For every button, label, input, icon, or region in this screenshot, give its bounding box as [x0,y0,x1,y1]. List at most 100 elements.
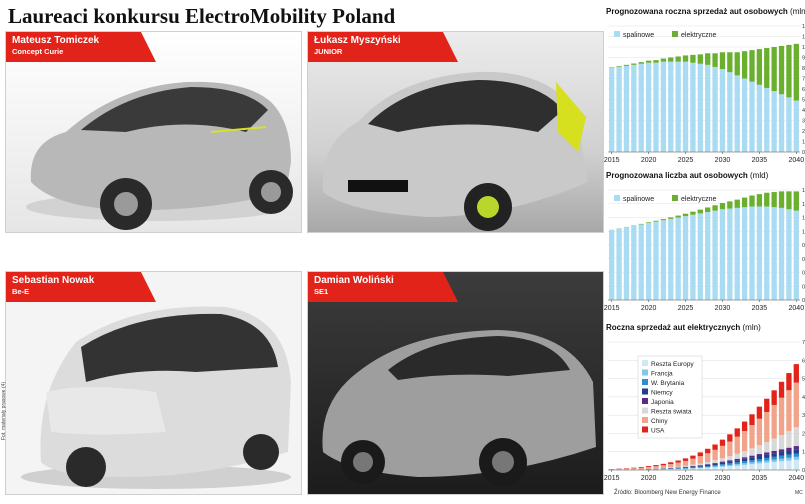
bar-segment [727,208,733,300]
bar-segment [623,468,630,470]
bar-segment [786,44,792,98]
bar-segment [786,191,792,210]
bar-segment [778,449,785,452]
bar-segment [660,463,667,466]
bar-segment [741,207,748,300]
bar-segment [690,466,696,468]
bar-segment [653,466,659,469]
bar-segment [682,213,689,217]
legend-label: W. Brytania [651,380,685,387]
bar-segment [668,469,674,470]
bar-segment [675,469,681,470]
y-tick-label: 110 [802,35,805,41]
bar-segment [675,460,681,463]
bar-segment [719,439,726,446]
bar-segment [645,60,652,63]
bar-segment [741,421,748,432]
bar-segment [705,212,711,300]
y-tick-label: 50 [802,377,805,383]
y-tick-label: 120 [802,24,805,30]
laureate-model: JUNIOR [314,47,343,56]
bar-segment [712,462,718,464]
bar-segment [793,382,799,428]
bar-segment [764,454,770,458]
bar-segment [682,467,689,468]
bar-segment [793,191,799,211]
x-tick-label: 2040 [789,157,805,164]
y-tick-label: 0,6 [802,257,805,263]
bar-segment [786,460,792,470]
bar-segment [712,449,718,461]
bar-segment [616,469,622,470]
bar-segment [778,207,785,300]
bar-segment [764,460,770,463]
bar-segment [764,87,770,152]
y-tick-label: 60 [802,87,805,93]
legend-swatch [614,195,620,201]
bar-segment [727,52,733,73]
bar-segment [749,460,755,463]
legend-label: Reszta Europy [651,361,694,368]
bar-segment [734,464,740,466]
bar-segment [631,467,637,469]
bar-segment [705,467,711,468]
bar-segment [786,390,792,432]
page-title: Laureaci konkursu ElectroMobility Poland [8,4,396,28]
bar-segment [749,50,755,82]
x-tick-label: 2040 [789,475,805,482]
laureate-name: Mateusz Tomiczek [12,35,100,46]
bar-segment [719,461,726,463]
car-illustration-se1 [308,272,603,494]
y-tick-label: 40 [802,395,805,401]
bar-segment [734,458,740,461]
bar-segment [793,446,799,450]
bar-segment [712,444,718,450]
bar-segment [771,91,777,152]
x-tick-label: 2020 [641,157,657,164]
legend-label: elektryczne [681,196,717,203]
bar-segment [756,84,763,152]
laureate-name: Damian Woliński [314,275,394,286]
x-tick-label: 2025 [678,305,694,312]
bar-segment [719,464,726,466]
bar-segment [653,220,659,222]
legend-label: spalinowe [623,196,654,203]
car-illustration-be-e [6,272,301,494]
bar-segment [764,462,770,470]
bar-segment [638,467,644,469]
legend-label: Francja [651,371,673,378]
bar-segment [771,456,777,460]
bar-segment [727,456,733,461]
bar-segment [705,464,711,465]
y-tick-label: 70 [802,340,805,346]
y-tick-label: 0 [802,150,805,156]
bar-segment [668,57,674,62]
laureate-model: SE1 [314,287,329,296]
bar-segment [705,453,711,463]
bar-segment [660,219,667,221]
bar-segment [778,191,785,208]
y-tick-label: 40 [802,108,805,114]
bar-segment [764,412,770,443]
bar-segment [756,456,763,460]
bar-segment [705,53,711,65]
bar-segment [645,467,652,469]
bar-segment [793,210,799,300]
bar-segment [616,66,622,152]
bar-segment [778,455,785,459]
bar-segment [682,460,689,466]
bar-segment [638,466,644,468]
bar-segment [771,450,777,454]
bar-segment [771,207,777,300]
x-tick-label: 2035 [752,305,768,312]
bar-segment [697,452,703,457]
bar-segment [645,466,652,468]
bar-segment [756,461,763,464]
legend-swatch [672,195,678,201]
car-illustration-junior [308,32,603,232]
bar-segment [697,467,703,469]
y-tick-label: 80 [802,66,805,72]
bar-segment [727,464,733,467]
bar-segment [690,62,696,152]
bar-segment [719,462,726,465]
